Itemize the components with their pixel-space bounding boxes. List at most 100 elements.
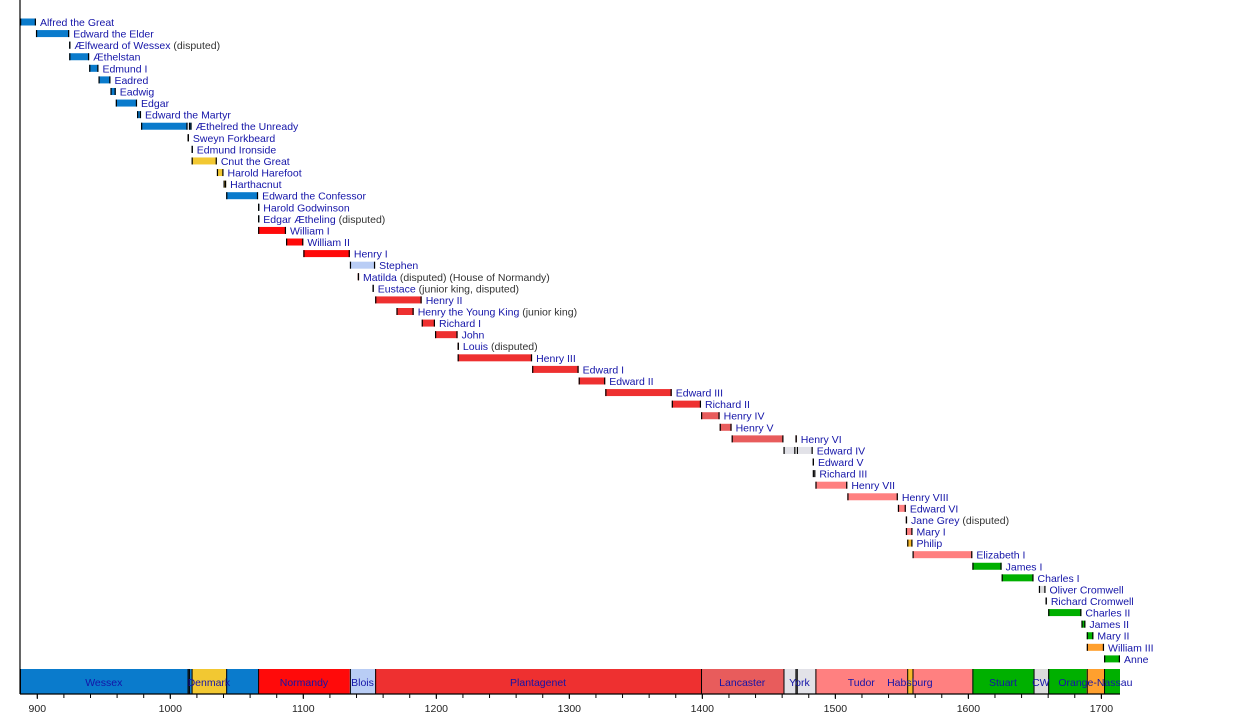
reign-start-mark — [286, 238, 288, 246]
monarch-row: Richard III — [812, 469, 867, 481]
monarch-label: Harold Harefoot — [228, 168, 302, 180]
house-boundary — [783, 669, 785, 694]
monarch-note: (disputed) — [960, 515, 1010, 527]
reign-end-mark — [718, 412, 720, 420]
reign-start-mark — [1048, 609, 1050, 617]
house-boundary — [375, 669, 377, 694]
house-label: York — [789, 677, 810, 689]
reign-end-mark — [373, 261, 376, 269]
reign-start-mark — [815, 481, 817, 489]
house-boundary — [796, 669, 798, 694]
house-boundary — [188, 669, 190, 694]
reign-end-mark — [302, 238, 304, 246]
reign-end-mark — [97, 64, 99, 72]
reign-end-mark — [812, 458, 814, 466]
reign-end-mark — [530, 354, 533, 362]
monarch-name: Eustace — [378, 283, 416, 295]
reign-bar — [89, 64, 99, 72]
reign-end-mark — [1032, 574, 1034, 582]
monarch-row: Charles II — [1048, 608, 1130, 620]
house-segment — [1086, 669, 1105, 694]
monarch-row: John — [434, 330, 485, 342]
reign-start-mark — [578, 377, 580, 385]
reign-end-mark — [670, 389, 672, 397]
reign-end-mark — [457, 342, 459, 350]
reign-start-mark — [605, 389, 607, 397]
reign-end-mark — [68, 30, 70, 38]
monarch-row: Henry I — [303, 249, 388, 261]
house-segment — [912, 669, 973, 694]
monarch-label: Edgar — [141, 98, 170, 110]
monarch-label: Edmund I — [102, 63, 147, 75]
house-boundary — [1104, 669, 1106, 694]
monarch-row: Harold Godwinson — [258, 202, 350, 214]
reign-end-mark — [1084, 620, 1086, 628]
monarch-name: Henry V — [736, 422, 774, 434]
house-segment — [191, 669, 227, 694]
monarch-row: Edward the Martyr — [137, 110, 231, 122]
monarch-note: (disputed) — [488, 341, 538, 353]
monarch-name: Henry IV — [724, 411, 765, 423]
reign-end-mark — [730, 423, 732, 431]
reign-start-mark — [98, 76, 100, 84]
reign-start-mark — [783, 446, 785, 454]
monarch-row: Eadred — [98, 75, 148, 87]
reign-end-mark — [34, 18, 36, 26]
monarch-row: Richard I — [421, 318, 481, 330]
x-tick-label: 1500 — [824, 703, 848, 715]
reign-start-mark — [141, 122, 143, 130]
house-boundary — [1048, 669, 1050, 694]
monarch-name: Edgar Ætheling — [263, 214, 336, 226]
reign-bar — [1081, 620, 1086, 628]
reign-bar — [578, 377, 606, 385]
monarch-label: Henry II — [426, 295, 463, 307]
monarch-row: Henry V — [719, 422, 774, 434]
monarch-label: Ælfweard of Wessex (disputed) — [74, 40, 220, 52]
house-segment — [701, 669, 784, 694]
monarch-name: Richard III — [819, 469, 867, 481]
monarch-row: Sweyn Forkbeard — [187, 133, 275, 145]
monarch-label: Louis (disputed) — [463, 341, 538, 353]
monarch-row: Edward I — [532, 364, 624, 376]
monarch-note: (junior king, disputed) — [416, 283, 519, 295]
monarch-label: Anne — [1124, 654, 1149, 666]
monarch-label: Henry VIII — [902, 492, 949, 504]
monarch-name: Edward the Confessor — [262, 191, 366, 203]
reign-bar — [115, 99, 138, 107]
reign-end-mark — [1092, 632, 1094, 640]
monarch-label: Edward the Martyr — [145, 110, 231, 122]
monarch-row: Henry VI — [731, 434, 842, 446]
monarch-row: Richard II — [671, 399, 750, 411]
monarch-name: Mary II — [1097, 631, 1129, 643]
house-label: Lancaster — [719, 677, 766, 689]
house-boundary — [349, 669, 351, 694]
monarch-row: Oliver Cromwell — [1038, 584, 1124, 596]
reign-end-mark — [191, 145, 193, 153]
reign-start-mark — [226, 192, 228, 200]
reign-end-mark — [911, 539, 913, 547]
monarch-row: Mary I — [905, 527, 946, 539]
monarch-name: Henry VI — [801, 434, 842, 446]
reign-end-mark — [224, 180, 227, 188]
monarch-name: Oliver Cromwell — [1050, 584, 1124, 596]
monarch-label: Edward VI — [910, 503, 958, 515]
monarch-label: William III — [1108, 642, 1154, 654]
reign-bar — [783, 446, 796, 454]
monarch-name: Eadwig — [120, 86, 155, 98]
monarch-name: Alfred the Great — [40, 17, 114, 29]
x-tick-label: 1400 — [691, 703, 715, 715]
reign-start-mark — [223, 180, 225, 188]
reign-end-mark — [699, 400, 702, 408]
monarch-row: William III — [1086, 642, 1154, 654]
reign-bar — [897, 504, 906, 512]
reign-end-mark — [905, 516, 908, 524]
monarch-row: James II — [1081, 619, 1129, 631]
monarch-label: Harold Godwinson — [263, 202, 350, 214]
monarch-label: William II — [307, 237, 350, 249]
monarch-name: Sweyn Forkbeard — [193, 133, 275, 145]
monarch-label: Henry V — [736, 422, 774, 434]
monarch-label: Eadred — [114, 75, 148, 87]
reign-start-mark — [396, 308, 398, 315]
house-label: Habsburg — [887, 677, 933, 689]
monarch-label: Edward IV — [817, 445, 865, 457]
